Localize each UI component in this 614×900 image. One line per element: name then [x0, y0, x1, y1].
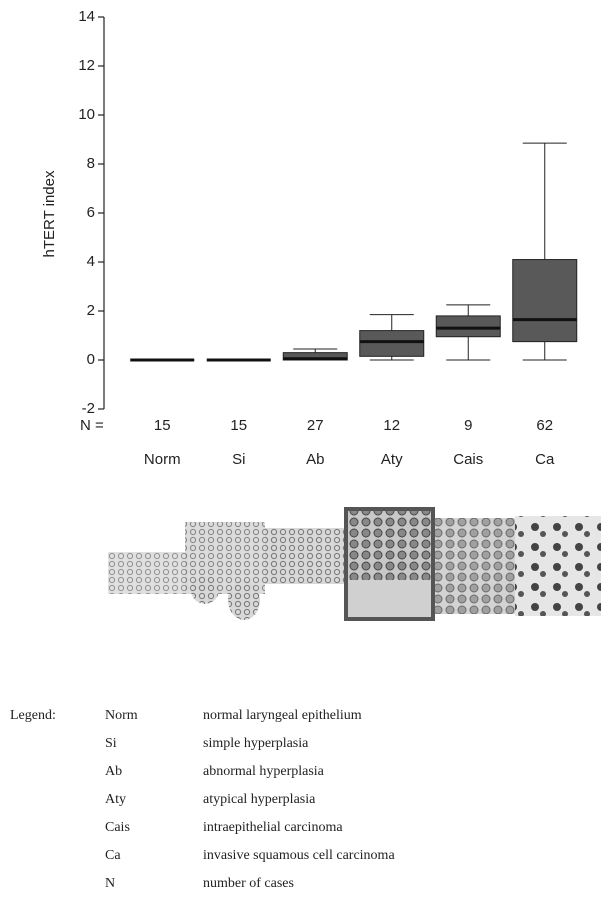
y-axis-label: hTERT index — [41, 170, 58, 257]
y-tick-label: 0 — [87, 351, 95, 368]
legend-text: abnormal hyperplasia — [203, 764, 325, 779]
legend-abbr: Cais — [105, 820, 130, 835]
y-tick-label: 14 — [78, 8, 95, 25]
y-tick-label: 4 — [87, 253, 95, 270]
n-value: 15 — [230, 417, 247, 434]
x-tick-label: Norm — [144, 451, 181, 468]
y-tick-label: -2 — [82, 400, 95, 417]
x-tick-label: Aty — [381, 451, 403, 468]
y-tick-label: 10 — [78, 106, 95, 123]
legend-abbr: Norm — [105, 708, 138, 723]
legend-abbr: N — [105, 876, 115, 891]
n-value: 15 — [154, 417, 171, 434]
n-value: 12 — [383, 417, 400, 434]
y-tick-label: 12 — [78, 57, 95, 74]
y-tick-label: 6 — [87, 204, 95, 221]
n-value: 9 — [464, 417, 472, 434]
legend-abbr: Si — [105, 736, 117, 751]
x-tick-label: Ca — [535, 451, 555, 468]
y-tick-label: 2 — [87, 302, 95, 319]
x-tick-label: Si — [232, 451, 245, 468]
x-tick-label: Cais — [453, 451, 483, 468]
legend-text: invasive squamous cell carcinoma — [203, 848, 395, 863]
n-value: 27 — [307, 417, 324, 434]
legend-text: number of cases — [203, 876, 294, 891]
box — [359, 330, 425, 357]
n-value: 62 — [536, 417, 553, 434]
box — [512, 259, 578, 343]
legend-text: intraepithelial carcinoma — [203, 820, 343, 835]
legend-title: Legend: — [10, 708, 56, 723]
legend-abbr: Ca — [105, 848, 121, 863]
legend-text: atypical hyperplasia — [203, 792, 316, 807]
legend-abbr: Aty — [105, 792, 126, 807]
box — [435, 315, 501, 338]
legend-abbr: Ab — [105, 764, 122, 779]
y-tick-label: 8 — [87, 155, 95, 172]
legend-text: normal laryngeal epithelium — [203, 708, 362, 723]
legend-text: simple hyperplasia — [203, 736, 309, 751]
x-tick-label: Ab — [306, 451, 324, 468]
n-label: N = — [80, 417, 104, 434]
histology-illustration — [108, 507, 601, 621]
